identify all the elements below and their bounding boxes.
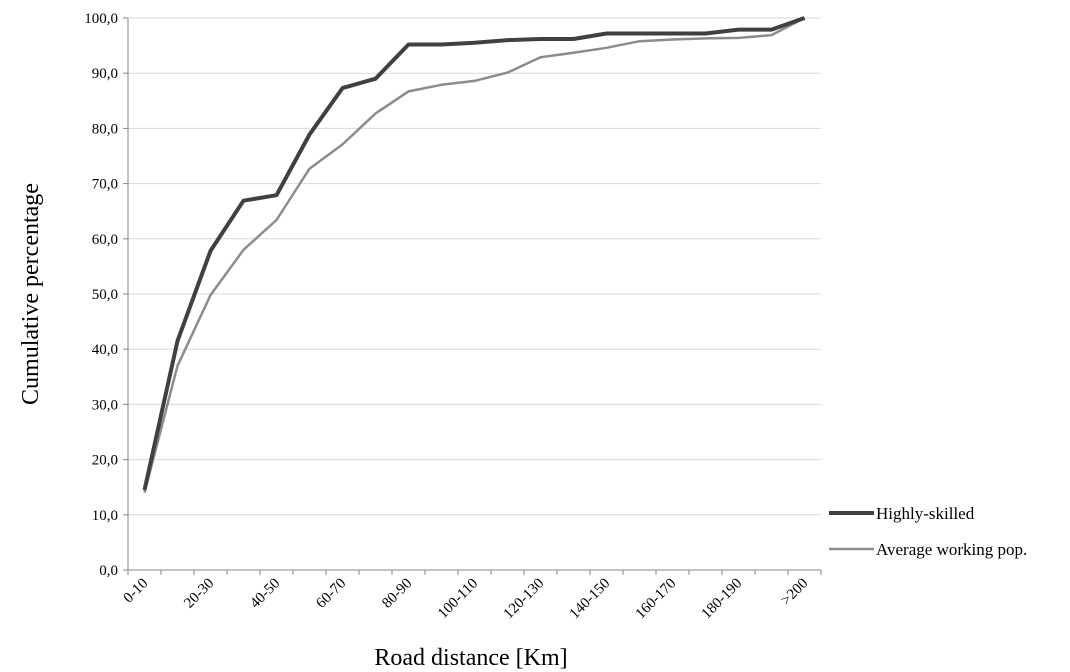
x-axis-ticks: 0-10 20-30 40-50 60-70 80-90 100-110 120-130 14… bbox=[121, 570, 822, 623]
series-line-average-working-pop bbox=[143, 16, 806, 494]
y-tick-label: 10,0 bbox=[92, 508, 118, 524]
x-tick-label: 80-90 bbox=[379, 576, 415, 612]
x-tick-label: >200 bbox=[778, 576, 811, 609]
y-tick-label: 60,0 bbox=[92, 232, 118, 248]
x-axis-title: Road distance [Km] bbox=[374, 645, 567, 671]
y-tick-label: 100,0 bbox=[84, 11, 118, 27]
legend: Highly-skilled Average working pop. bbox=[829, 504, 1027, 559]
x-tick-label: 60-70 bbox=[313, 576, 349, 612]
y-tick-label: 0,0 bbox=[99, 563, 118, 579]
x-tick-label: 140-150 bbox=[567, 576, 614, 623]
legend-label-highly-skilled: Highly-skilled bbox=[876, 504, 975, 523]
y-tick-label: 40,0 bbox=[92, 342, 118, 358]
x-tick-label: 20-30 bbox=[181, 576, 217, 612]
x-tick-label: 0-10 bbox=[121, 576, 152, 607]
x-tick-label: 180-190 bbox=[699, 576, 746, 623]
y-axis-ticks: 0,0 10,0 20,0 30,0 40,0 50,0 60,0 70,0 80,0 90,0 1… bbox=[84, 11, 128, 579]
x-tick-label: 100-110 bbox=[435, 576, 481, 622]
legend-label-average-working-pop: Average working pop. bbox=[876, 540, 1027, 559]
series-line-highly-skilled bbox=[142, 16, 806, 491]
y-tick-label: 70,0 bbox=[92, 177, 118, 193]
x-tick-label: 120-130 bbox=[501, 576, 548, 623]
y-tick-label: 20,0 bbox=[92, 453, 118, 469]
y-tick-label: 30,0 bbox=[92, 397, 118, 413]
y-tick-label: 50,0 bbox=[92, 287, 118, 303]
gridlines bbox=[128, 17, 821, 516]
y-tick-label: 80,0 bbox=[92, 121, 118, 137]
series-lines bbox=[142, 16, 806, 494]
x-tick-label: 40-50 bbox=[247, 576, 283, 612]
x-tick-label: 160-170 bbox=[633, 576, 680, 623]
y-tick-label: 90,0 bbox=[92, 66, 118, 82]
y-axis-title: Cumulative percentage bbox=[18, 183, 44, 405]
